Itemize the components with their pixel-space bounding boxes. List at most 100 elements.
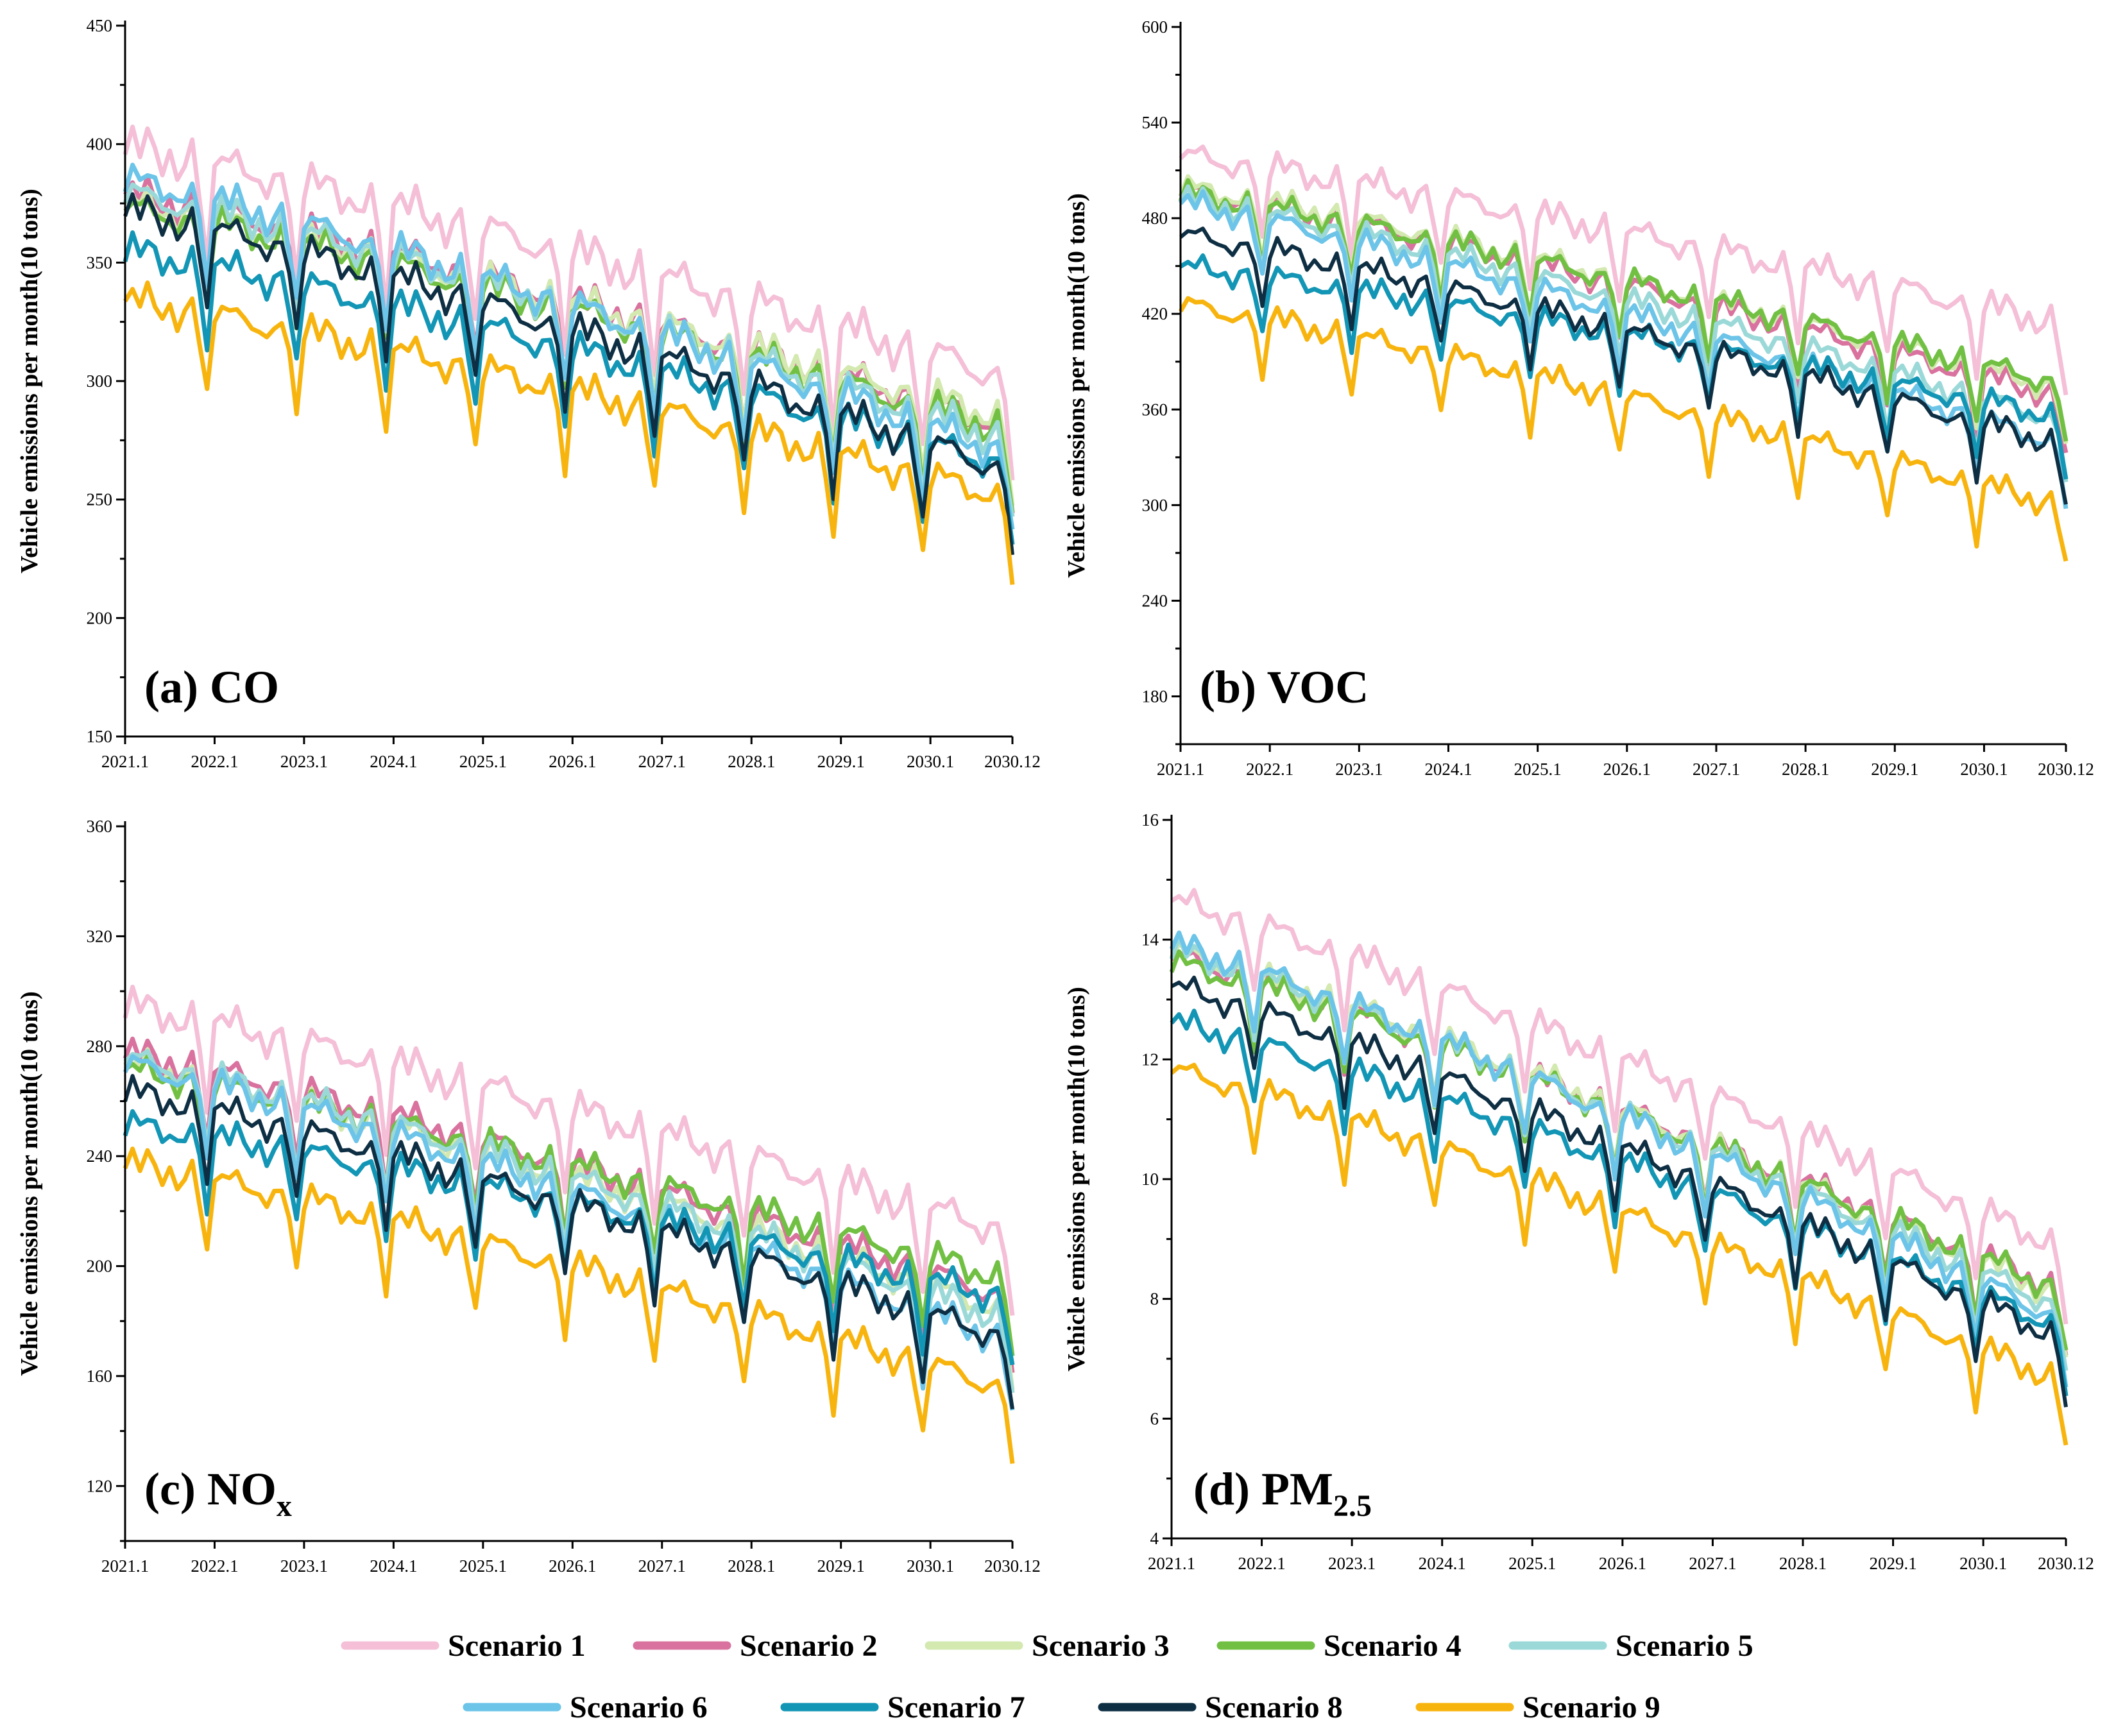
panel-title: (d) PM2.5 — [1193, 1463, 1372, 1523]
y-tick-label: 12 — [1141, 1050, 1159, 1069]
x-tick-label: 2028.1 — [1782, 760, 1829, 779]
x-tick-label: 2027.1 — [1689, 1554, 1736, 1573]
legend: Scenario 1 Scenario 2 Scenario 3 Scenario 4… — [341, 1629, 1753, 1724]
legend-label: Scenario 3 — [1032, 1629, 1170, 1663]
series-line-1 — [123, 984, 1015, 1316]
y-tick-label: 450 — [87, 16, 113, 35]
x-tick-label: 2025.1 — [1508, 1554, 1556, 1573]
x-tick-label: 2023.1 — [280, 752, 328, 771]
series-line-8 — [123, 192, 1014, 556]
x-tick-label: 2025.1 — [459, 1556, 507, 1576]
series-line-1 — [1170, 888, 2069, 1325]
x-tick-label: 2028.1 — [728, 752, 775, 771]
series-line-1 — [123, 124, 1015, 481]
legend-item: Scenario 6 — [463, 1690, 708, 1724]
legend-label: Scenario 1 — [448, 1629, 586, 1663]
y-axis-label: Vehicle emissions per month(10 tons) — [16, 189, 43, 574]
y-tick-label: 10 — [1141, 1170, 1159, 1189]
x-tick-label: 2024.1 — [1424, 760, 1472, 779]
y-tick-label: 240 — [1142, 591, 1168, 610]
x-tick-label: 2021.1 — [1148, 1554, 1195, 1573]
y-tick-label: 6 — [1150, 1409, 1159, 1428]
x-tick-label: 2026.1 — [1599, 1554, 1646, 1573]
y-tick-label: 360 — [1142, 400, 1168, 419]
y-tick-label: 8 — [1150, 1289, 1159, 1309]
x-tick-label: 2024.1 — [1419, 1554, 1466, 1573]
x-tick-label: 2022.1 — [1246, 760, 1293, 779]
x-tick-label: 2028.1 — [1779, 1554, 1827, 1573]
series-line-7 — [1170, 1008, 2069, 1397]
x-tick-label: 2023.1 — [1328, 1554, 1376, 1573]
panel-title: (b) VOC — [1200, 661, 1369, 713]
x-tick-label: 2025.1 — [1514, 760, 1562, 779]
x-tick-label: 2027.1 — [638, 1556, 686, 1576]
y-tick-label: 4 — [1150, 1529, 1159, 1548]
x-tick-label: 2027.1 — [1693, 760, 1740, 779]
series-line-1 — [1179, 144, 2069, 396]
series-lines — [123, 984, 1015, 1464]
x-tick-label: 2030.12 — [2038, 1554, 2094, 1573]
legend-item: Scenario 7 — [780, 1690, 1025, 1724]
x-tick-label: 2030.1 — [907, 1556, 954, 1576]
y-axis-label: Vehicle emissions per month(10 tons) — [1063, 987, 1090, 1372]
y-axis-label: Vehicle emissions per month(10 tons) — [1063, 193, 1090, 578]
x-tick-label: 2024.1 — [370, 1556, 417, 1576]
legend-label: Scenario 4 — [1324, 1629, 1462, 1663]
y-tick-label: 540 — [1142, 113, 1168, 132]
x-tick-label: 2022.1 — [191, 1556, 238, 1576]
y-tick-label: 280 — [87, 1037, 113, 1056]
y-tick-label: 160 — [87, 1366, 113, 1386]
panel-b: 180 240 300 360 420 480 540 600 2021.1 2022.1 2023… — [1063, 17, 2094, 779]
y-tick-label: 480 — [1142, 208, 1168, 228]
x-tick-label: 2030.12 — [2038, 760, 2094, 779]
legend-item: Scenario 2 — [633, 1629, 878, 1663]
x-tick-label: 2022.1 — [191, 752, 238, 771]
legend-item: Scenario 5 — [1508, 1629, 1753, 1663]
x-tick-label: 2030.1 — [907, 752, 954, 771]
x-tick-label: 2029.1 — [1871, 760, 1918, 779]
y-tick-label: 320 — [87, 926, 113, 946]
y-tick-label: 250 — [87, 490, 113, 509]
panel-a: 150 200 250 300 350 400 450 2021.1 2022.1 2023.1 2… — [16, 16, 1041, 771]
series-lines — [1169, 888, 2069, 1446]
legend-item: Scenario 9 — [1415, 1690, 1660, 1724]
x-tick-label: 2021.1 — [101, 752, 149, 771]
legend-item: Scenario 3 — [925, 1629, 1170, 1663]
y-tick-label: 200 — [87, 608, 113, 627]
x-tick-label: 2028.1 — [728, 1556, 775, 1576]
y-tick-label: 150 — [87, 727, 113, 746]
y-tick-label: 180 — [1142, 686, 1168, 706]
series-line-6 — [123, 162, 1015, 530]
series-lines — [1178, 144, 2069, 562]
panel-title: (c) NOx — [144, 1463, 292, 1523]
x-tick-label: 2029.1 — [817, 1556, 865, 1576]
x-tick-label: 2029.1 — [1869, 1554, 1916, 1573]
y-tick-label: 360 — [87, 817, 113, 836]
x-tick-label: 2021.1 — [1157, 760, 1204, 779]
x-tick-label: 2030.12 — [984, 752, 1041, 771]
legend-item: Scenario 4 — [1216, 1629, 1462, 1663]
y-tick-label: 400 — [87, 135, 113, 154]
x-tick-label: 2027.1 — [638, 752, 686, 771]
series-line-9 — [123, 1146, 1015, 1464]
y-tick-label: 200 — [87, 1257, 113, 1276]
x-tick-label: 2026.1 — [1603, 760, 1651, 779]
series-line-9 — [123, 280, 1015, 585]
x-tick-label: 2025.1 — [459, 752, 507, 771]
y-tick-label: 16 — [1141, 810, 1159, 830]
series-line-8 — [1170, 975, 2068, 1408]
x-tick-label: 2021.1 — [101, 1556, 149, 1576]
series-line-8 — [1179, 226, 2068, 505]
panel-title: (a) CO — [144, 661, 279, 713]
legend-label: Scenario 8 — [1205, 1690, 1343, 1724]
y-tick-label: 600 — [1142, 17, 1168, 37]
x-tick-label: 2026.1 — [549, 1556, 596, 1576]
y-tick-label: 350 — [87, 253, 113, 272]
x-tick-label: 2023.1 — [280, 1556, 328, 1576]
x-tick-label: 2024.1 — [370, 752, 417, 771]
series-line-9 — [1170, 1062, 2069, 1446]
legend-label: Scenario 9 — [1523, 1690, 1660, 1724]
legend-item: Scenario 1 — [341, 1629, 586, 1663]
series-line-8 — [123, 1074, 1014, 1409]
